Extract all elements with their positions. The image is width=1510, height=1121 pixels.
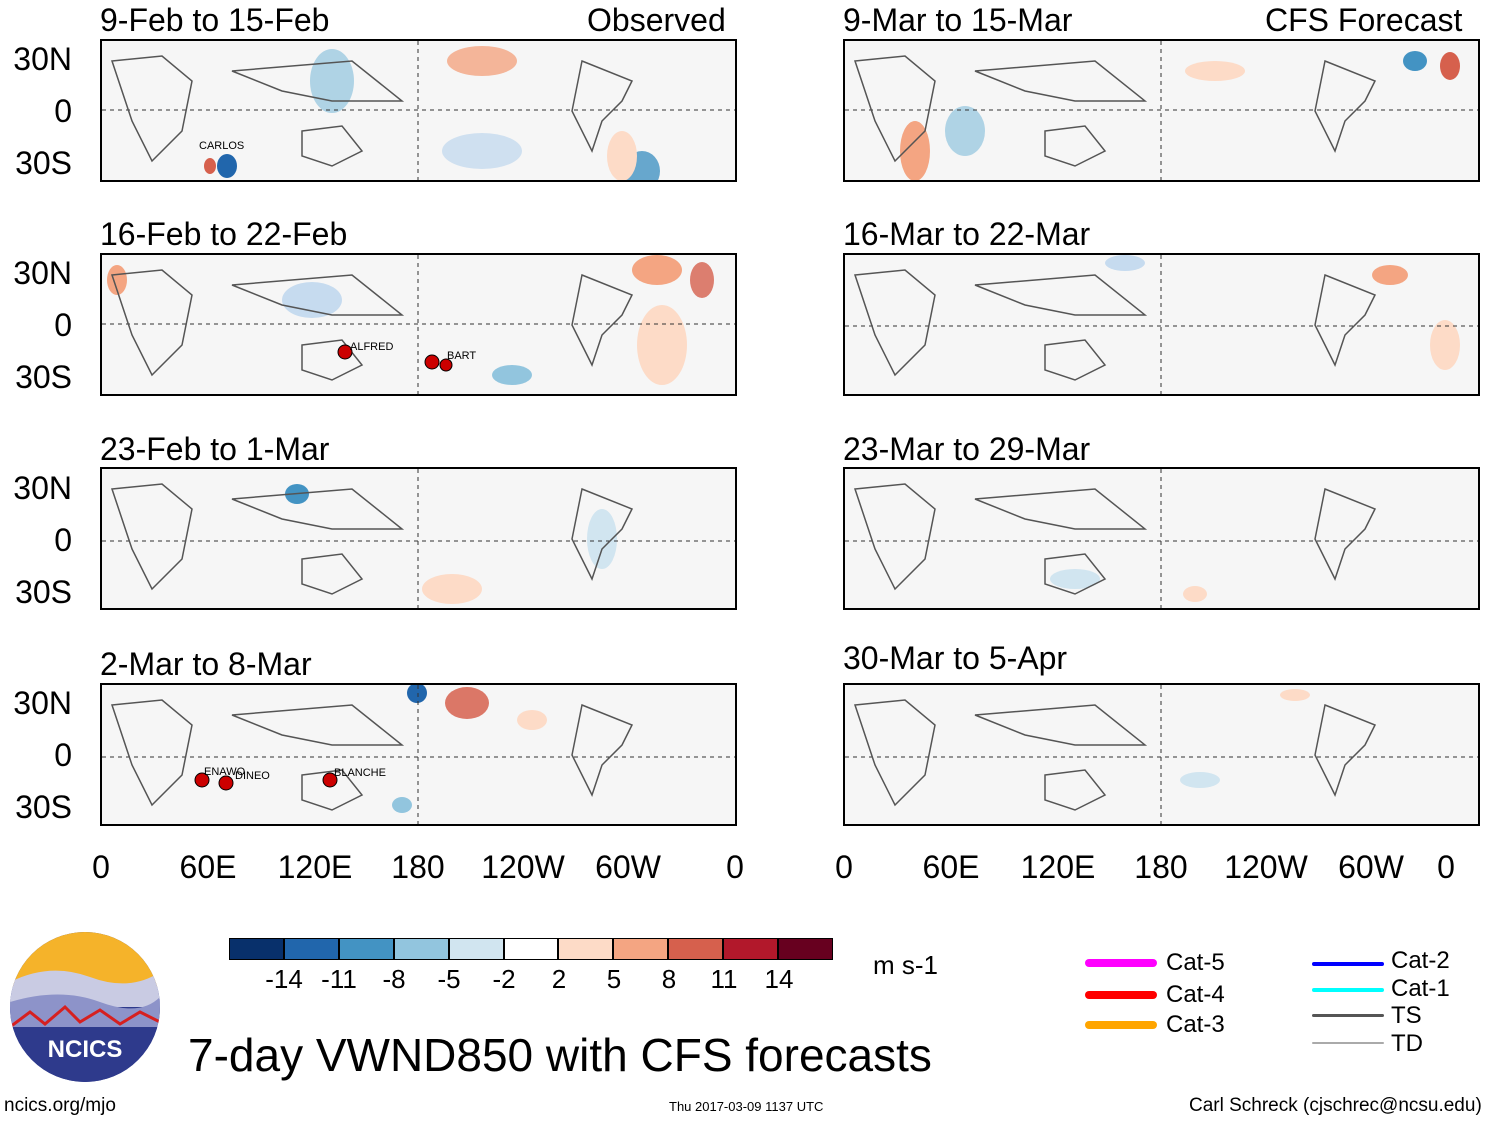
lon-label: 0 (726, 849, 744, 885)
lon-label: 0 (92, 849, 110, 885)
lon-label: 60E (922, 849, 980, 885)
legend-label: Cat-5 (1166, 949, 1225, 976)
map-panel: CARLOS (100, 39, 737, 182)
lon-label: 120E (1020, 849, 1096, 885)
colorbar-label: 11 (710, 964, 738, 994)
panel-title: 9-Mar to 15-Mar (843, 2, 1073, 38)
panel-title: 9-Feb to 15-Feb (100, 2, 330, 38)
lon-label: 60E (179, 849, 237, 885)
lon-label: 120W (481, 849, 565, 885)
lat-label: 0 (54, 93, 72, 129)
colorbar (229, 938, 833, 962)
lat-label: 0 (54, 737, 72, 773)
legend-label: Cat-2 (1391, 947, 1450, 974)
cat4-swatch (1085, 991, 1157, 999)
website-link[interactable]: ncics.org/mjo (4, 1095, 116, 1116)
colorbar-segment (393, 938, 449, 960)
colorbar-segment (613, 938, 669, 960)
colorbar-label: -11 (321, 964, 357, 994)
colorbar-segment (778, 938, 833, 960)
legend-label: Cat-4 (1166, 981, 1225, 1008)
panel-title: 2-Mar to 8-Mar (100, 646, 312, 682)
panel-title: 16-Mar to 22-Mar (843, 216, 1091, 252)
lon-label: 120W (1224, 849, 1308, 885)
map-panel: ENAWO DINEO BLANCHE (100, 683, 737, 826)
lat-label: 0 (54, 522, 72, 558)
cat3-swatch (1085, 1021, 1157, 1029)
storm-label: BLANCHE (334, 767, 386, 779)
panel-title: 16-Feb to 22-Feb (100, 216, 348, 252)
map-panel (843, 39, 1480, 182)
observed-label: Observed (587, 2, 726, 38)
colorbar-segment (283, 938, 339, 960)
lon-label: 180 (1134, 849, 1188, 885)
storm-label: CARLOS (199, 140, 244, 152)
lat-label: 30S (15, 789, 72, 825)
legend-label: Cat-3 (1166, 1011, 1225, 1038)
map-panel (100, 467, 737, 610)
colorbar-label: -8 (382, 964, 406, 994)
logo-text: NCICS (47, 1036, 123, 1063)
colorbar-label: 2 (551, 964, 567, 994)
colorbar-segment (503, 938, 559, 960)
lat-label: 30S (15, 359, 72, 395)
colorbar-segment (229, 938, 284, 960)
lon-label: 0 (1437, 849, 1455, 885)
lat-label: 30N (13, 470, 72, 506)
lat-label: 30S (15, 145, 72, 181)
panel-title: 30-Mar to 5-Apr (843, 640, 1068, 676)
ts-swatch (1312, 1014, 1384, 1017)
lon-label: 60W (595, 849, 661, 885)
td-swatch (1312, 1042, 1384, 1044)
colorbar-label: 5 (606, 964, 622, 994)
colorbar-segment (448, 938, 504, 960)
lat-label: 30N (13, 685, 72, 721)
colorbar-segment (723, 938, 779, 960)
storm-label: DINEO (235, 770, 270, 782)
timestamp: Thu 2017-03-09 1137 UTC (669, 1099, 824, 1114)
ncics-logo: NCICS (10, 932, 160, 1082)
lat-label: 0 (54, 307, 72, 343)
lat-label: 30S (15, 574, 72, 610)
colorbar-label: 14 (764, 964, 794, 994)
colorbar-label: -2 (492, 964, 516, 994)
lon-label: 120E (277, 849, 353, 885)
colorbar-label: 8 (661, 964, 677, 994)
cfs-forecast-label: CFS Forecast (1265, 2, 1463, 38)
cat5-swatch (1085, 959, 1157, 967)
storm-label: ALFRED (350, 341, 393, 353)
author-credit: Carl Schreck (cjschrec@ncsu.edu) (1189, 1095, 1482, 1116)
storm-label: BART (447, 350, 476, 362)
colorbar-segment (338, 938, 394, 960)
legend-label: TD (1391, 1030, 1423, 1057)
colorbar-segment (668, 938, 724, 960)
legend-label: TS (1391, 1002, 1422, 1029)
map-panel (843, 683, 1480, 826)
storm-label: ENAWO (204, 766, 246, 778)
units-label: m s-1 (873, 950, 938, 980)
colorbar-label: -5 (437, 964, 461, 994)
cat1-swatch (1312, 988, 1384, 992)
lat-label: 30N (13, 41, 72, 77)
lon-label: 180 (391, 849, 445, 885)
lat-label: 30N (13, 255, 72, 291)
legend-label: Cat-1 (1391, 975, 1450, 1002)
figure-title: 7-day VWND850 with CFS forecasts (188, 1029, 932, 1081)
map-panel (843, 253, 1480, 396)
map-panel: ALFRED BART (100, 253, 737, 396)
lon-label: 60W (1338, 849, 1404, 885)
colorbar-label: -14 (265, 964, 303, 994)
colorbar-segment (558, 938, 614, 960)
map-panel (843, 467, 1480, 610)
panel-title: 23-Feb to 1-Mar (100, 431, 330, 467)
cat2-swatch (1312, 962, 1384, 966)
panel-title: 23-Mar to 29-Mar (843, 431, 1091, 467)
lon-label: 0 (835, 849, 853, 885)
